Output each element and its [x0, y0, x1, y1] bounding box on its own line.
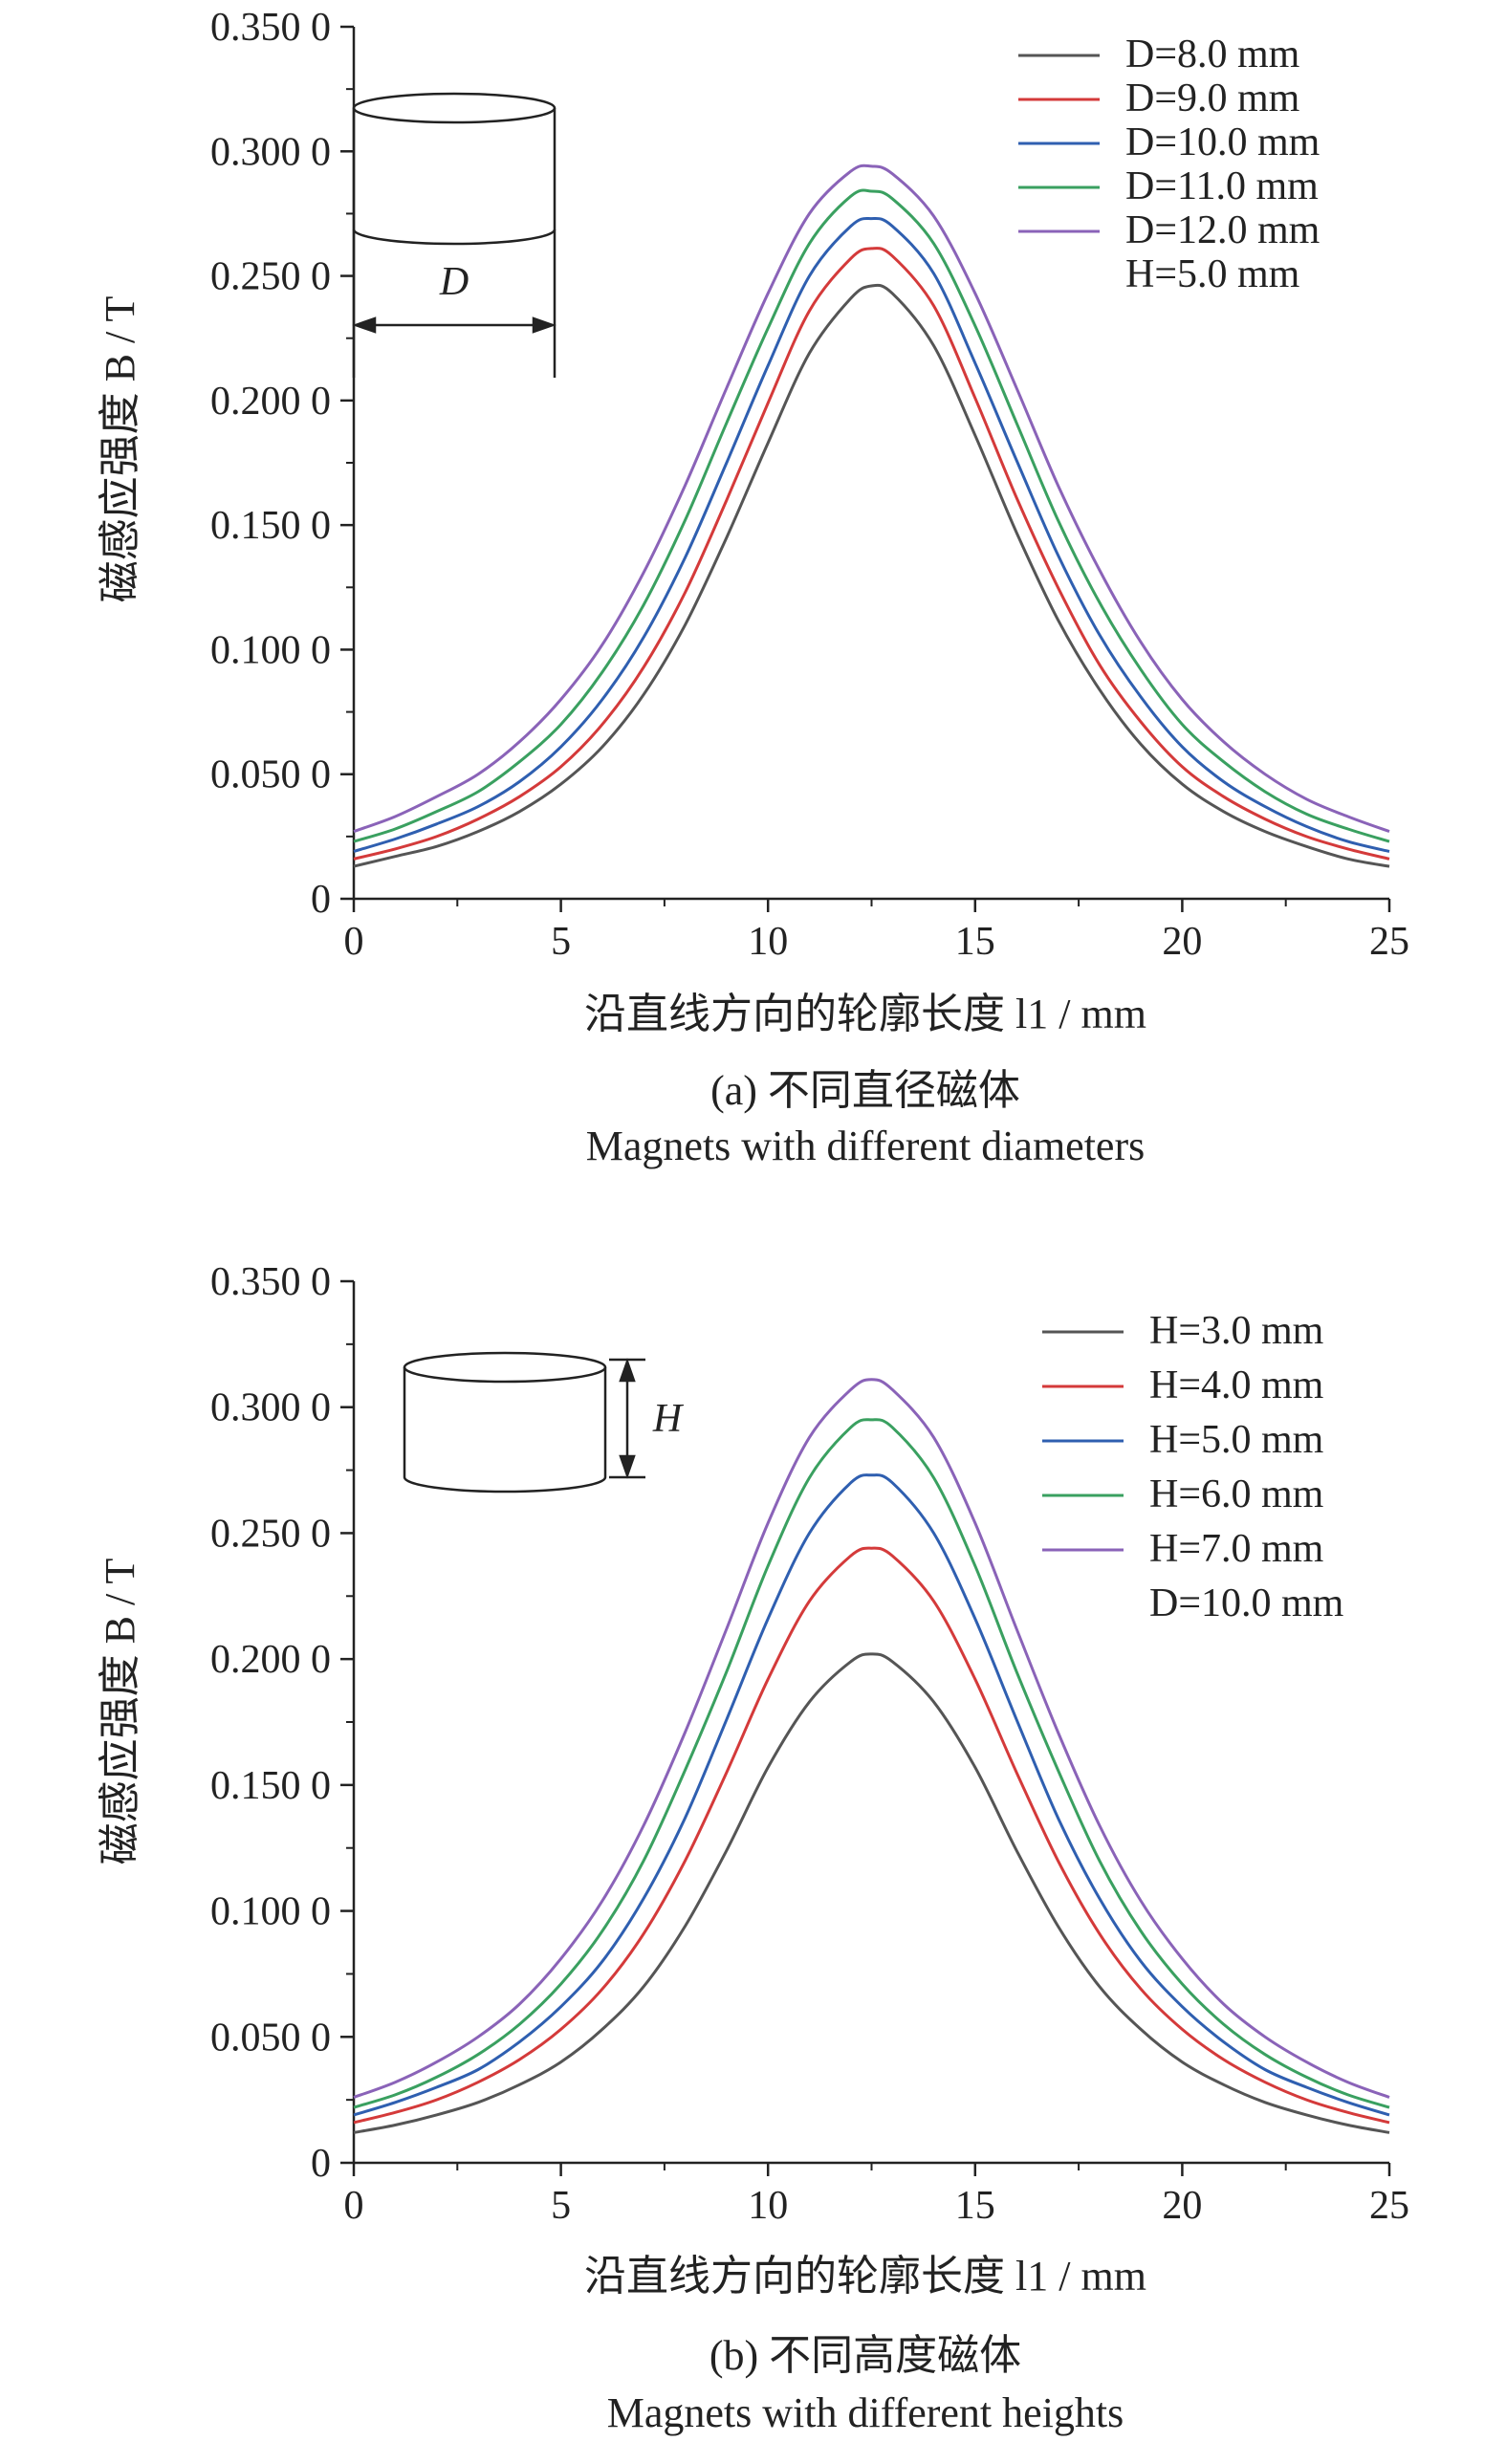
panel-b-series-line-3: [353, 1473, 1390, 2117]
panel-a-y-tick-label: 0.050 0: [210, 753, 331, 797]
panel-a-y-tick-label: 0.200 0: [210, 380, 331, 424]
panel-a-y-tick-label: 0: [311, 878, 331, 922]
panel-b-caption-en: Magnets with different heights: [607, 2389, 1124, 2436]
panel-b-inset-label: H: [652, 1397, 685, 1441]
panel-b-x-tick-label: 25: [1369, 2184, 1409, 2228]
panel-b-y-tick-label: 0.250 0: [210, 1512, 331, 1556]
panel-b-legend-label-3: H=5.0 mm: [1149, 1418, 1324, 1462]
panel-a-y-tick-label: 0.100 0: [210, 628, 331, 672]
panel-b-y-tick-label: 0: [311, 2142, 331, 2186]
panel-b-series-line-2: [353, 1546, 1390, 2125]
panel-b-series-line-4: [353, 1418, 1390, 2109]
panel-a-x-tick-label: 25: [1369, 920, 1409, 964]
panel-a-inset-cylinder-top: [352, 92, 557, 124]
panel-a-y-axis-label: 磁感应强度 B / T: [97, 296, 143, 603]
panel-b-legend-label-4: H=6.0 mm: [1149, 1472, 1324, 1516]
panel-a-inset-cylinder-bottom: [352, 229, 557, 246]
panel-b-x-tick-label: 5: [551, 2184, 571, 2228]
panel-a-series-line-2: [353, 247, 1390, 861]
panel-a-inset-label: D: [439, 260, 469, 304]
panel-b-y-axis-label: 磁感应强度 B / T: [97, 1559, 143, 1865]
panel-b-caption-cn: (b) 不同高度磁体: [709, 2332, 1021, 2379]
panel-b-inset-arrow-bottom: [619, 1454, 636, 1479]
panel-a-series-line-4: [353, 188, 1390, 843]
panel-b-y-tick-label: 0.050 0: [210, 2016, 331, 2060]
panel-a-legend-note: H=5.0 mm: [1125, 252, 1300, 296]
panel-b-series-line-5: [353, 1378, 1390, 2099]
panel-a-caption-en: Magnets with different diameters: [586, 1123, 1145, 1169]
panel-b-chart: 磁感应强度 B / T 0 5 10 15 20 25 0 0.050 0 0.100 0 0.…: [97, 1260, 1409, 2436]
panel-a-y-tick-label: 0.350 0: [210, 6, 331, 50]
panel-b-legend: H=3.0 mm H=4.0 mm H=5.0 mm H=6.0 mm H=7.0 mm…: [1042, 1309, 1344, 1625]
panel-b-y-tick-label: 0.350 0: [210, 1260, 331, 1304]
panel-b-y-tick-label: 0.100 0: [210, 1890, 331, 1934]
panel-a-series-line-5: [353, 164, 1390, 834]
panel-b-y-tick-label: 0.150 0: [210, 1764, 331, 1808]
panel-b-y-tick-label: 0.200 0: [210, 1638, 331, 1682]
panel-b-x-axis-label: 沿直线方向的轮廓长度 l1 / mm: [584, 2253, 1146, 2300]
panel-a-legend-label-2: D=9.0 mm: [1125, 76, 1300, 120]
panel-b-x-tick-label: 10: [748, 2184, 788, 2228]
panel-a-x-tick-label: 20: [1162, 920, 1202, 964]
panel-b-x-tick-label: 0: [344, 2184, 364, 2228]
panel-a-inset-arrow-left: [352, 316, 377, 334]
panel-b-y-tick-label: 0.300 0: [210, 1386, 331, 1430]
panel-a-x-tick-label: 10: [748, 920, 788, 964]
panel-a-legend-label-4: D=11.0 mm: [1125, 164, 1319, 208]
panel-b-legend-label-5: H=7.0 mm: [1149, 1527, 1324, 1571]
panel-a-caption-cn: (a) 不同直径磁体: [710, 1067, 1020, 1114]
panel-a-legend-label-5: D=12.0 mm: [1125, 208, 1320, 252]
panel-b-inset-cylinder-diagram: [403, 1351, 645, 1494]
panel-b-legend-label-2: H=4.0 mm: [1149, 1363, 1324, 1407]
panel-a-inset-arrow-right: [532, 316, 557, 334]
panel-b-x-tick-label: 15: [955, 2184, 995, 2228]
panel-a-legend-label-1: D=8.0 mm: [1125, 33, 1300, 76]
panel-a-y-tick-label: 0.150 0: [210, 504, 331, 548]
panel-a-y-tick-label: 0.250 0: [210, 255, 331, 299]
panel-a-x-tick-label: 5: [551, 920, 571, 964]
panel-a-legend: D=8.0 mmD=9.0 mmD=10.0 mmD=11.0 mmD=12.0…: [1018, 33, 1320, 296]
panel-b-x-tick-label: 20: [1162, 2184, 1202, 2228]
panel-b-series-line-1: [353, 1652, 1390, 2134]
panel-a-chart: 磁感应强度 B / T 0 5 10 15 20 25 0 0.050 0 0.100 0 0.…: [97, 6, 1409, 1169]
panel-a-series-line-3: [353, 216, 1390, 853]
panel-b-legend-note: D=10.0 mm: [1149, 1581, 1344, 1625]
panel-b-inset-cylinder-top: [403, 1351, 607, 1384]
panel-b-inset-cylinder-bottom: [403, 1476, 607, 1494]
panel-a-legend-label-3: D=10.0 mm: [1125, 120, 1320, 164]
panel-a-x-tick-label: 0: [344, 920, 364, 964]
panel-a-y-tick-label: 0.300 0: [210, 130, 331, 174]
panel-b-inset-arrow-top: [619, 1358, 636, 1383]
panel-a-inset-cylinder-diagram: [352, 92, 557, 378]
panel-a-series-line-1: [353, 283, 1390, 868]
panel-a-x-tick-label: 15: [955, 920, 995, 964]
panel-b-legend-label-1: H=3.0 mm: [1149, 1309, 1324, 1353]
panel-a-x-axis-label: 沿直线方向的轮廓长度 l1 / mm: [584, 991, 1146, 1037]
